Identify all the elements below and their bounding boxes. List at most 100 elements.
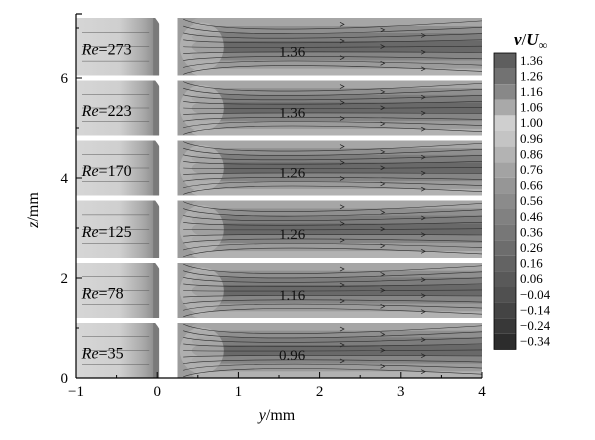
streamline: [183, 121, 483, 129]
x-tick-label: 2: [316, 384, 324, 400]
wall-band: [153, 18, 160, 76]
colorbar-swatch: [494, 193, 516, 209]
streamline-arrow: [421, 369, 426, 374]
streamline-arrow: [339, 266, 345, 272]
colorbar-swatch: [494, 131, 516, 147]
re-symbol: Re: [81, 163, 99, 180]
streamline-arrow: [339, 144, 345, 149]
re-value: =273: [99, 42, 132, 59]
cylinder-notch: [155, 18, 178, 76]
contour-band: [191, 208, 482, 216]
streamline: [183, 154, 483, 161]
streamline: [183, 243, 483, 251]
contour-band: [191, 251, 482, 258]
streamline: [183, 116, 483, 122]
contour-band: [191, 102, 482, 114]
contour-band: [191, 323, 482, 331]
streamline-arrow: [421, 293, 426, 298]
x-tick-label: 4: [478, 384, 486, 400]
reynolds-label: Re=125: [81, 224, 132, 241]
streamline-arrow: [339, 342, 345, 348]
streamline-arrow: [380, 210, 386, 215]
contour-band: [191, 94, 482, 103]
streamline-arrow: [339, 282, 345, 288]
streamline-arrow: [380, 348, 386, 353]
colorbar-frame: [493, 52, 517, 350]
streamline-arrow: [339, 237, 345, 243]
streamline: [183, 270, 483, 279]
re-value: =78: [99, 285, 124, 302]
streamline: [183, 18, 483, 30]
streamline-arrow: [421, 94, 426, 100]
streamline: [183, 167, 483, 169]
streamline: [183, 299, 483, 304]
streamline: [183, 56, 483, 61]
streamline: [183, 228, 483, 231]
streamline-arrow: [380, 304, 386, 309]
streamline-arrow: [339, 100, 345, 105]
streamline-arrow: [380, 89, 386, 95]
streamline-arrow: [421, 126, 426, 132]
colorbar-swatch: [494, 302, 516, 319]
colorbar-swatch: [494, 287, 516, 303]
colorbar-level-label: 0.46: [520, 209, 543, 224]
streamline: [183, 107, 483, 109]
streamline: [183, 308, 483, 318]
streamline: [183, 101, 483, 105]
contour-panel: Re=125 1.26: [76, 200, 483, 258]
streamline-arrow: [421, 186, 426, 192]
colorbar-level-label: 1.26: [520, 68, 543, 83]
colorbar-level-label: 1.06: [520, 100, 543, 115]
streamline-arrow: [339, 160, 345, 165]
streamline-arrow: [339, 55, 345, 61]
reynolds-label: Re=78: [81, 285, 124, 302]
reynolds-label: Re=35: [81, 345, 124, 362]
wall-band: [153, 140, 160, 196]
streamline-arrow: [421, 232, 426, 237]
re-value: =35: [99, 345, 124, 362]
streamline: [183, 303, 483, 311]
contour-band: [191, 223, 482, 235]
streamline: [183, 222, 483, 226]
streamline: [183, 234, 483, 237]
colorbar-level-label: 0.06: [520, 271, 543, 286]
x-tick-label: 1: [235, 384, 243, 400]
contour-band: [191, 215, 482, 224]
cylinder-notch: [155, 263, 178, 318]
re-symbol: Re: [81, 224, 99, 241]
colorbar-level-label: −0.34: [520, 334, 551, 349]
peak-velocity-label: 1.36: [279, 44, 306, 60]
streamline-arrow: [380, 288, 386, 293]
streamline-arrow: [380, 364, 386, 369]
cylinder-notch: [155, 200, 178, 258]
streamline: [183, 368, 483, 378]
contour-band: [191, 68, 482, 76]
streamline: [183, 208, 483, 217]
re-symbol: Re: [81, 103, 99, 120]
streamline: [183, 39, 483, 44]
contour-band: [191, 263, 482, 271]
streamline-arrow: [380, 332, 386, 337]
streamline: [183, 185, 483, 195]
streamline-arrow: [421, 33, 426, 38]
colorbar-swatch: [494, 224, 516, 241]
streamline-arrow: [339, 176, 345, 181]
y-tick-label: 2: [61, 271, 69, 287]
streamline: [183, 359, 483, 364]
colorbar-level-label: 1.16: [520, 84, 543, 99]
streamline: [183, 25, 483, 34]
streamline-arrow: [380, 27, 386, 33]
streamline-arrow: [421, 110, 426, 116]
streamline: [183, 60, 483, 68]
colorbar-level-label: 0.26: [520, 240, 543, 255]
colorbar-level-label: 0.66: [520, 178, 543, 193]
colorbar-level-label: 0.96: [520, 131, 543, 146]
wall-band: [153, 323, 160, 378]
contour-panel: Re=35 0.96: [76, 323, 483, 378]
contour-band: [191, 188, 482, 196]
contour-band: [191, 18, 482, 27]
streamline: [183, 323, 483, 334]
